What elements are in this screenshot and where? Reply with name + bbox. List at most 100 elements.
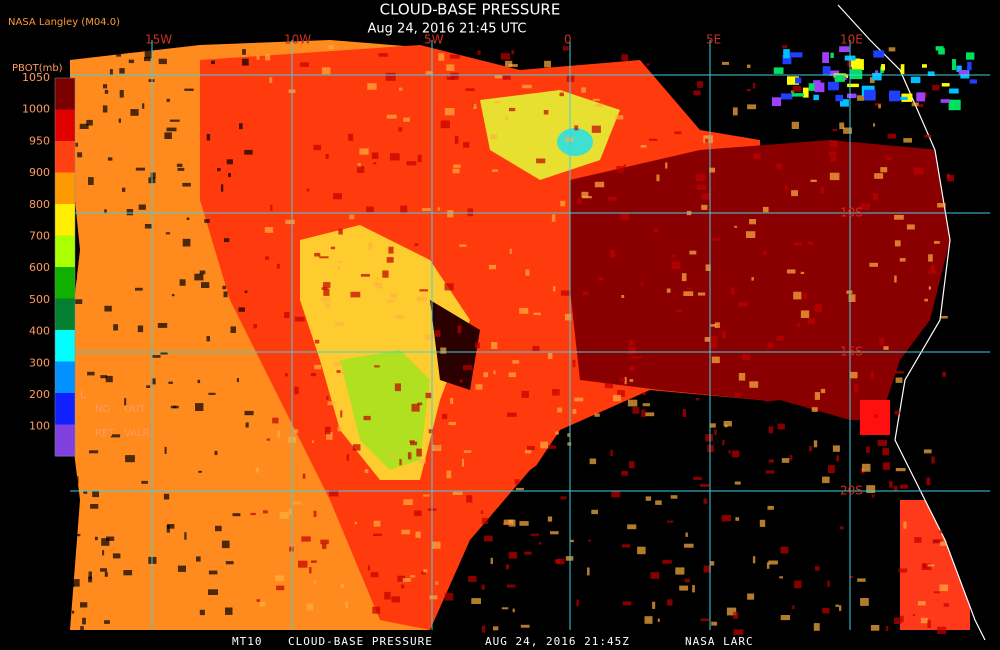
speckle-dot <box>913 167 924 175</box>
speckle-dot <box>158 58 167 65</box>
speckle-dot <box>128 59 135 64</box>
cloud-map <box>65 0 1000 641</box>
speckle-dot <box>924 134 932 138</box>
speckle-dot <box>629 365 635 371</box>
legend-label: 300 <box>29 356 50 369</box>
speckle-dot <box>581 87 586 93</box>
speckle-dot <box>424 334 434 340</box>
speckle-dot <box>588 539 591 542</box>
speckle-dot <box>371 152 379 159</box>
speckle-dot <box>423 569 428 573</box>
speckle-dot <box>722 440 725 446</box>
speckle-dot <box>484 535 493 542</box>
speckle-dot <box>184 88 194 91</box>
legend-labels: 1050 1000 950 900 800 700 600 500 400 300 200 100 <box>22 71 50 433</box>
speckle-dot <box>352 444 361 451</box>
speckle-dot <box>102 550 105 556</box>
legend-label: 900 <box>29 166 50 179</box>
speckle-dot <box>582 196 592 199</box>
speckle-dot <box>152 355 161 358</box>
speckle-dot <box>893 485 898 492</box>
speckle-dot <box>874 173 884 179</box>
speckle-dot <box>795 77 802 84</box>
speckle-dot <box>199 270 206 275</box>
speckle-dot <box>483 372 489 378</box>
speckle-dot <box>665 162 668 169</box>
speckle-dot <box>765 470 775 474</box>
speckle-dot <box>810 179 817 182</box>
speckle-dot <box>920 617 928 624</box>
speckle-dot <box>269 77 273 83</box>
speckle-dot <box>144 50 152 59</box>
speckle-dot <box>164 132 172 139</box>
speckle-dot <box>326 432 333 440</box>
speckle-dot <box>722 331 727 339</box>
speckle-dot <box>312 440 315 443</box>
coastline <box>837 4 986 641</box>
speckle-dot <box>103 84 108 89</box>
speckle-dot <box>860 598 869 606</box>
speckle-dot <box>735 517 740 521</box>
speckle-dot <box>463 142 470 148</box>
speckle-dot <box>481 517 488 524</box>
speckle-dot <box>733 611 739 619</box>
speckle-dot <box>783 49 790 59</box>
speckle-dot <box>709 342 718 349</box>
speckle-dot <box>442 413 448 420</box>
speckle-dot <box>372 606 381 614</box>
speckle-dot <box>320 298 330 302</box>
speckle-dot <box>400 584 405 589</box>
speckle-dot <box>611 491 621 498</box>
speckle-dot <box>505 564 510 570</box>
speckle-dot <box>726 607 737 616</box>
speckle-dot <box>692 585 695 593</box>
speckle-dot <box>447 210 454 218</box>
speckle-dot <box>421 571 426 575</box>
color-segment <box>55 424 75 457</box>
speckle-dot <box>752 82 756 89</box>
speckle-dot <box>104 620 110 624</box>
speckle-dot <box>960 70 970 79</box>
speckle-dot <box>503 519 514 525</box>
speckle-dot <box>684 578 690 583</box>
color-bar <box>54 77 76 457</box>
speckle-dot <box>446 76 455 80</box>
speckle-dot <box>313 580 316 584</box>
speckle-dot <box>940 99 950 103</box>
speckle-dot <box>710 561 715 566</box>
speckle-dot <box>198 470 202 473</box>
land <box>838 0 1000 640</box>
speckle-dot <box>277 430 280 438</box>
speckle-dot <box>171 294 175 297</box>
speckle-dot <box>384 591 391 600</box>
speckle-dot <box>70 539 77 546</box>
speckle-dot <box>533 312 541 316</box>
speckle-dot <box>348 133 354 141</box>
speckle-dot <box>789 455 793 461</box>
speckle-dot <box>940 316 948 319</box>
speckle-dot <box>839 605 842 611</box>
lon-label: 0 <box>564 33 572 47</box>
speckle-dot <box>151 378 156 385</box>
speckle-dot <box>697 81 703 88</box>
speckle-dot <box>157 323 168 328</box>
speckle-dot <box>401 529 411 535</box>
speckle-dot <box>104 209 107 214</box>
speckle-dot <box>932 539 942 544</box>
speckle-dot <box>779 576 783 579</box>
speckle-dot <box>168 381 173 384</box>
speckle-dot <box>645 412 655 417</box>
speckle-dot <box>574 125 579 131</box>
speckle-dot <box>89 450 99 454</box>
speckle-dot <box>366 206 374 212</box>
speckle-dot <box>313 144 322 151</box>
speckle-dot <box>306 188 310 192</box>
speckle-dot <box>631 356 642 359</box>
speckle-dot <box>832 128 838 132</box>
speckle-dot <box>705 434 713 442</box>
legend-label: 950 <box>29 134 50 147</box>
speckle-dot <box>560 200 566 207</box>
speckle-dot <box>701 193 710 200</box>
speckle-dot <box>622 601 632 606</box>
speckle-dot <box>873 50 885 58</box>
